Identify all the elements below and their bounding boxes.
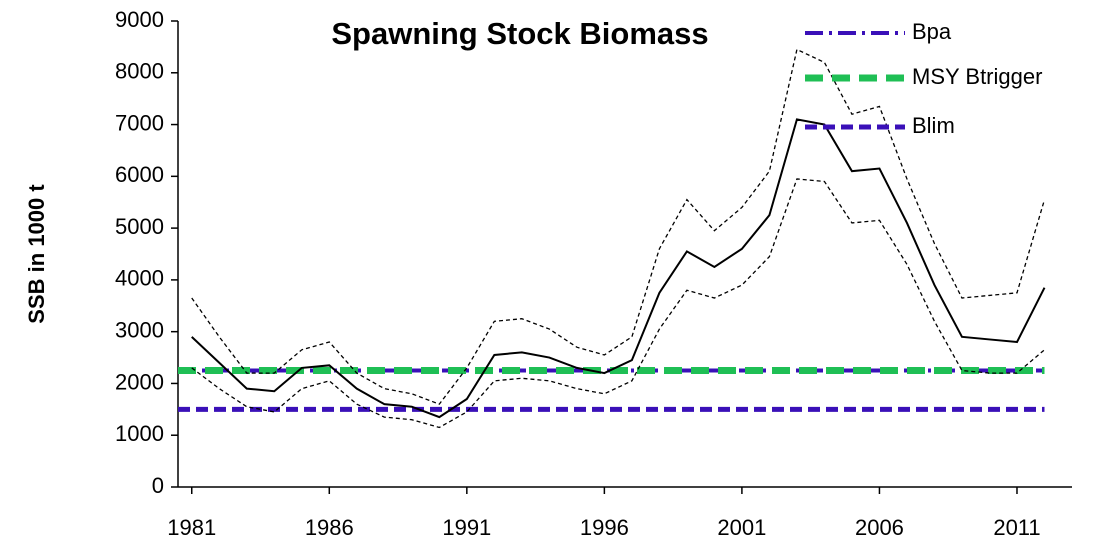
y-tick-label: 0 bbox=[152, 473, 164, 498]
x-tick-label: 2001 bbox=[717, 515, 766, 540]
y-tick-label: 4000 bbox=[115, 266, 164, 291]
x-tick-label: 2011 bbox=[993, 515, 1040, 540]
legend-label: Bpa bbox=[912, 19, 952, 44]
x-tick-label: 1996 bbox=[580, 515, 629, 540]
y-tick-label: 3000 bbox=[115, 317, 164, 342]
legend-label: Blim bbox=[912, 113, 955, 138]
y-tick-label: 5000 bbox=[115, 214, 164, 239]
y-axis-label: SSB in 1000 t bbox=[24, 184, 49, 324]
legend-label: MSY Btrigger bbox=[912, 64, 1042, 89]
chart-title: Spawning Stock Biomass bbox=[331, 16, 708, 51]
series-line bbox=[191, 118, 1046, 419]
series-line bbox=[191, 178, 1045, 429]
y-tick-label: 9000 bbox=[115, 7, 164, 32]
y-tick-label: 2000 bbox=[115, 369, 164, 394]
y-tick-label: 7000 bbox=[115, 110, 164, 135]
x-tick-label: 1981 bbox=[167, 515, 216, 540]
series-line bbox=[191, 48, 1046, 405]
x-tick-label: 1986 bbox=[305, 515, 354, 540]
y-tick-label: 1000 bbox=[115, 421, 164, 446]
y-tick-label: 6000 bbox=[115, 162, 164, 187]
y-tick-label: 8000 bbox=[115, 59, 164, 84]
x-tick-label: 2006 bbox=[855, 515, 904, 540]
x-tick-label: 1991 bbox=[442, 515, 491, 540]
